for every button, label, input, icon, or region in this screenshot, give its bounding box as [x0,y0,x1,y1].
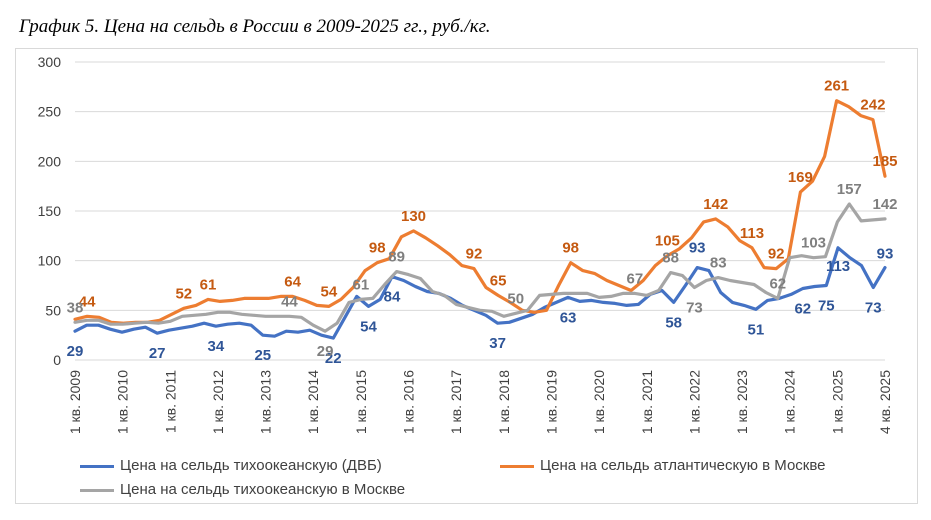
data-label: 75 [818,298,835,315]
x-tick-label: 1 кв. 2009 [67,370,83,434]
legend-label: Цена на сельдь атлантическую в Москве [540,457,826,474]
x-tick-label: 1 кв. 2016 [401,370,417,434]
legend-swatch-gray [80,488,114,492]
x-tick-label: 1 кв. 2012 [210,370,226,434]
data-label: 93 [689,240,706,257]
data-label: 130 [401,208,426,225]
data-label: 51 [748,321,765,338]
data-label: 61 [200,276,217,293]
data-label: 88 [662,250,679,267]
x-tick-label: 1 кв. 2021 [639,370,655,434]
legend-swatch-blue [80,464,114,468]
data-label: 169 [788,169,813,186]
data-label: 89 [388,249,405,266]
data-label: 63 [560,309,577,326]
data-label: 92 [466,246,483,263]
legend-swatch-orange [500,464,534,468]
data-label: 50 [507,290,524,307]
y-tick-label: 200 [38,153,62,169]
x-tick-label: 1 кв. 2014 [305,370,321,434]
data-label: 98 [562,240,579,257]
x-tick-label: 1 кв. 2018 [496,370,512,434]
x-tick-label: 4 кв. 2025 [877,370,893,434]
legend-item-atlantic-moscow: Цена на сельдь атлантическую в Москве [500,457,826,474]
x-tick-label: 1 кв. 2015 [353,370,369,434]
data-label: 98 [369,240,386,257]
y-tick-label: 0 [53,352,61,368]
x-tick-label: 1 кв. 2010 [115,370,131,434]
y-tick-label: 100 [38,253,62,269]
data-label: 83 [710,255,727,272]
data-label: 29 [67,343,84,360]
legend-label: Цена на сельдь тихоокеанскую в Москве [120,481,406,498]
x-tick-label: 1 кв. 2017 [448,370,464,434]
data-label: 84 [384,289,401,306]
data-label: 54 [360,318,377,335]
legend-item-pacific-dvb: Цена на сельдь тихоокеанскую (ДВБ) [80,457,382,474]
x-tick-label: 1 кв. 2025 [829,370,845,434]
x-tick-label: 1 кв. 2022 [686,370,702,434]
chart-title: График 5. Цена на сельдь в России в 2009… [19,16,491,37]
data-label: 58 [665,314,682,331]
data-label: 62 [794,300,811,317]
legend-item-pacific-moscow: Цена на сельдь тихоокеанскую в Москве [80,481,405,498]
data-label: 113 [826,258,850,275]
data-label: 261 [824,78,849,95]
y-tick-label: 300 [38,54,62,70]
x-tick-label: 1 кв. 2013 [258,370,274,434]
data-label: 64 [284,273,301,290]
x-tick-label: 1 кв. 2020 [591,370,607,434]
data-label: 27 [149,345,166,362]
data-label: 73 [865,299,882,316]
data-label: 37 [489,335,506,352]
data-label: 44 [281,293,298,310]
series-line-3 [73,202,887,333]
chart-frame [15,48,918,504]
data-label: 92 [768,246,785,263]
data-label: 67 [627,270,644,287]
data-label: 73 [686,299,703,316]
series-line-2 [73,99,887,325]
data-label: 242 [860,97,885,114]
data-label: 29 [317,343,334,360]
data-label: 44 [79,293,96,310]
data-label: 103 [801,235,826,252]
data-label: 157 [837,181,862,198]
x-tick-label: 1 кв. 2023 [734,370,750,434]
y-tick-label: 150 [38,203,62,219]
x-tick-label: 1 кв. 2019 [543,370,559,434]
data-label: 34 [208,338,225,355]
data-label: 38 [67,299,84,316]
data-label: 54 [321,283,338,300]
data-label: 25 [254,347,271,364]
data-label: 62 [769,275,786,292]
data-label: 113 [740,225,764,242]
x-tick-label: 1 кв. 2011 [162,370,178,433]
data-label: 65 [490,272,507,289]
data-label: 142 [703,196,728,213]
data-label: 142 [872,196,897,213]
data-label: 61 [353,276,370,293]
data-label: 185 [872,153,897,170]
data-label: 22 [325,350,342,367]
data-label: 105 [655,233,680,250]
data-label: 93 [877,246,894,263]
data-label: 52 [175,285,192,302]
y-tick-label: 50 [45,302,61,318]
series-line-1 [73,246,887,340]
x-tick-label: 1 кв. 2024 [782,370,798,434]
legend-label: Цена на сельдь тихоокеанскую (ДВБ) [120,457,382,474]
y-tick-label: 250 [38,104,62,120]
